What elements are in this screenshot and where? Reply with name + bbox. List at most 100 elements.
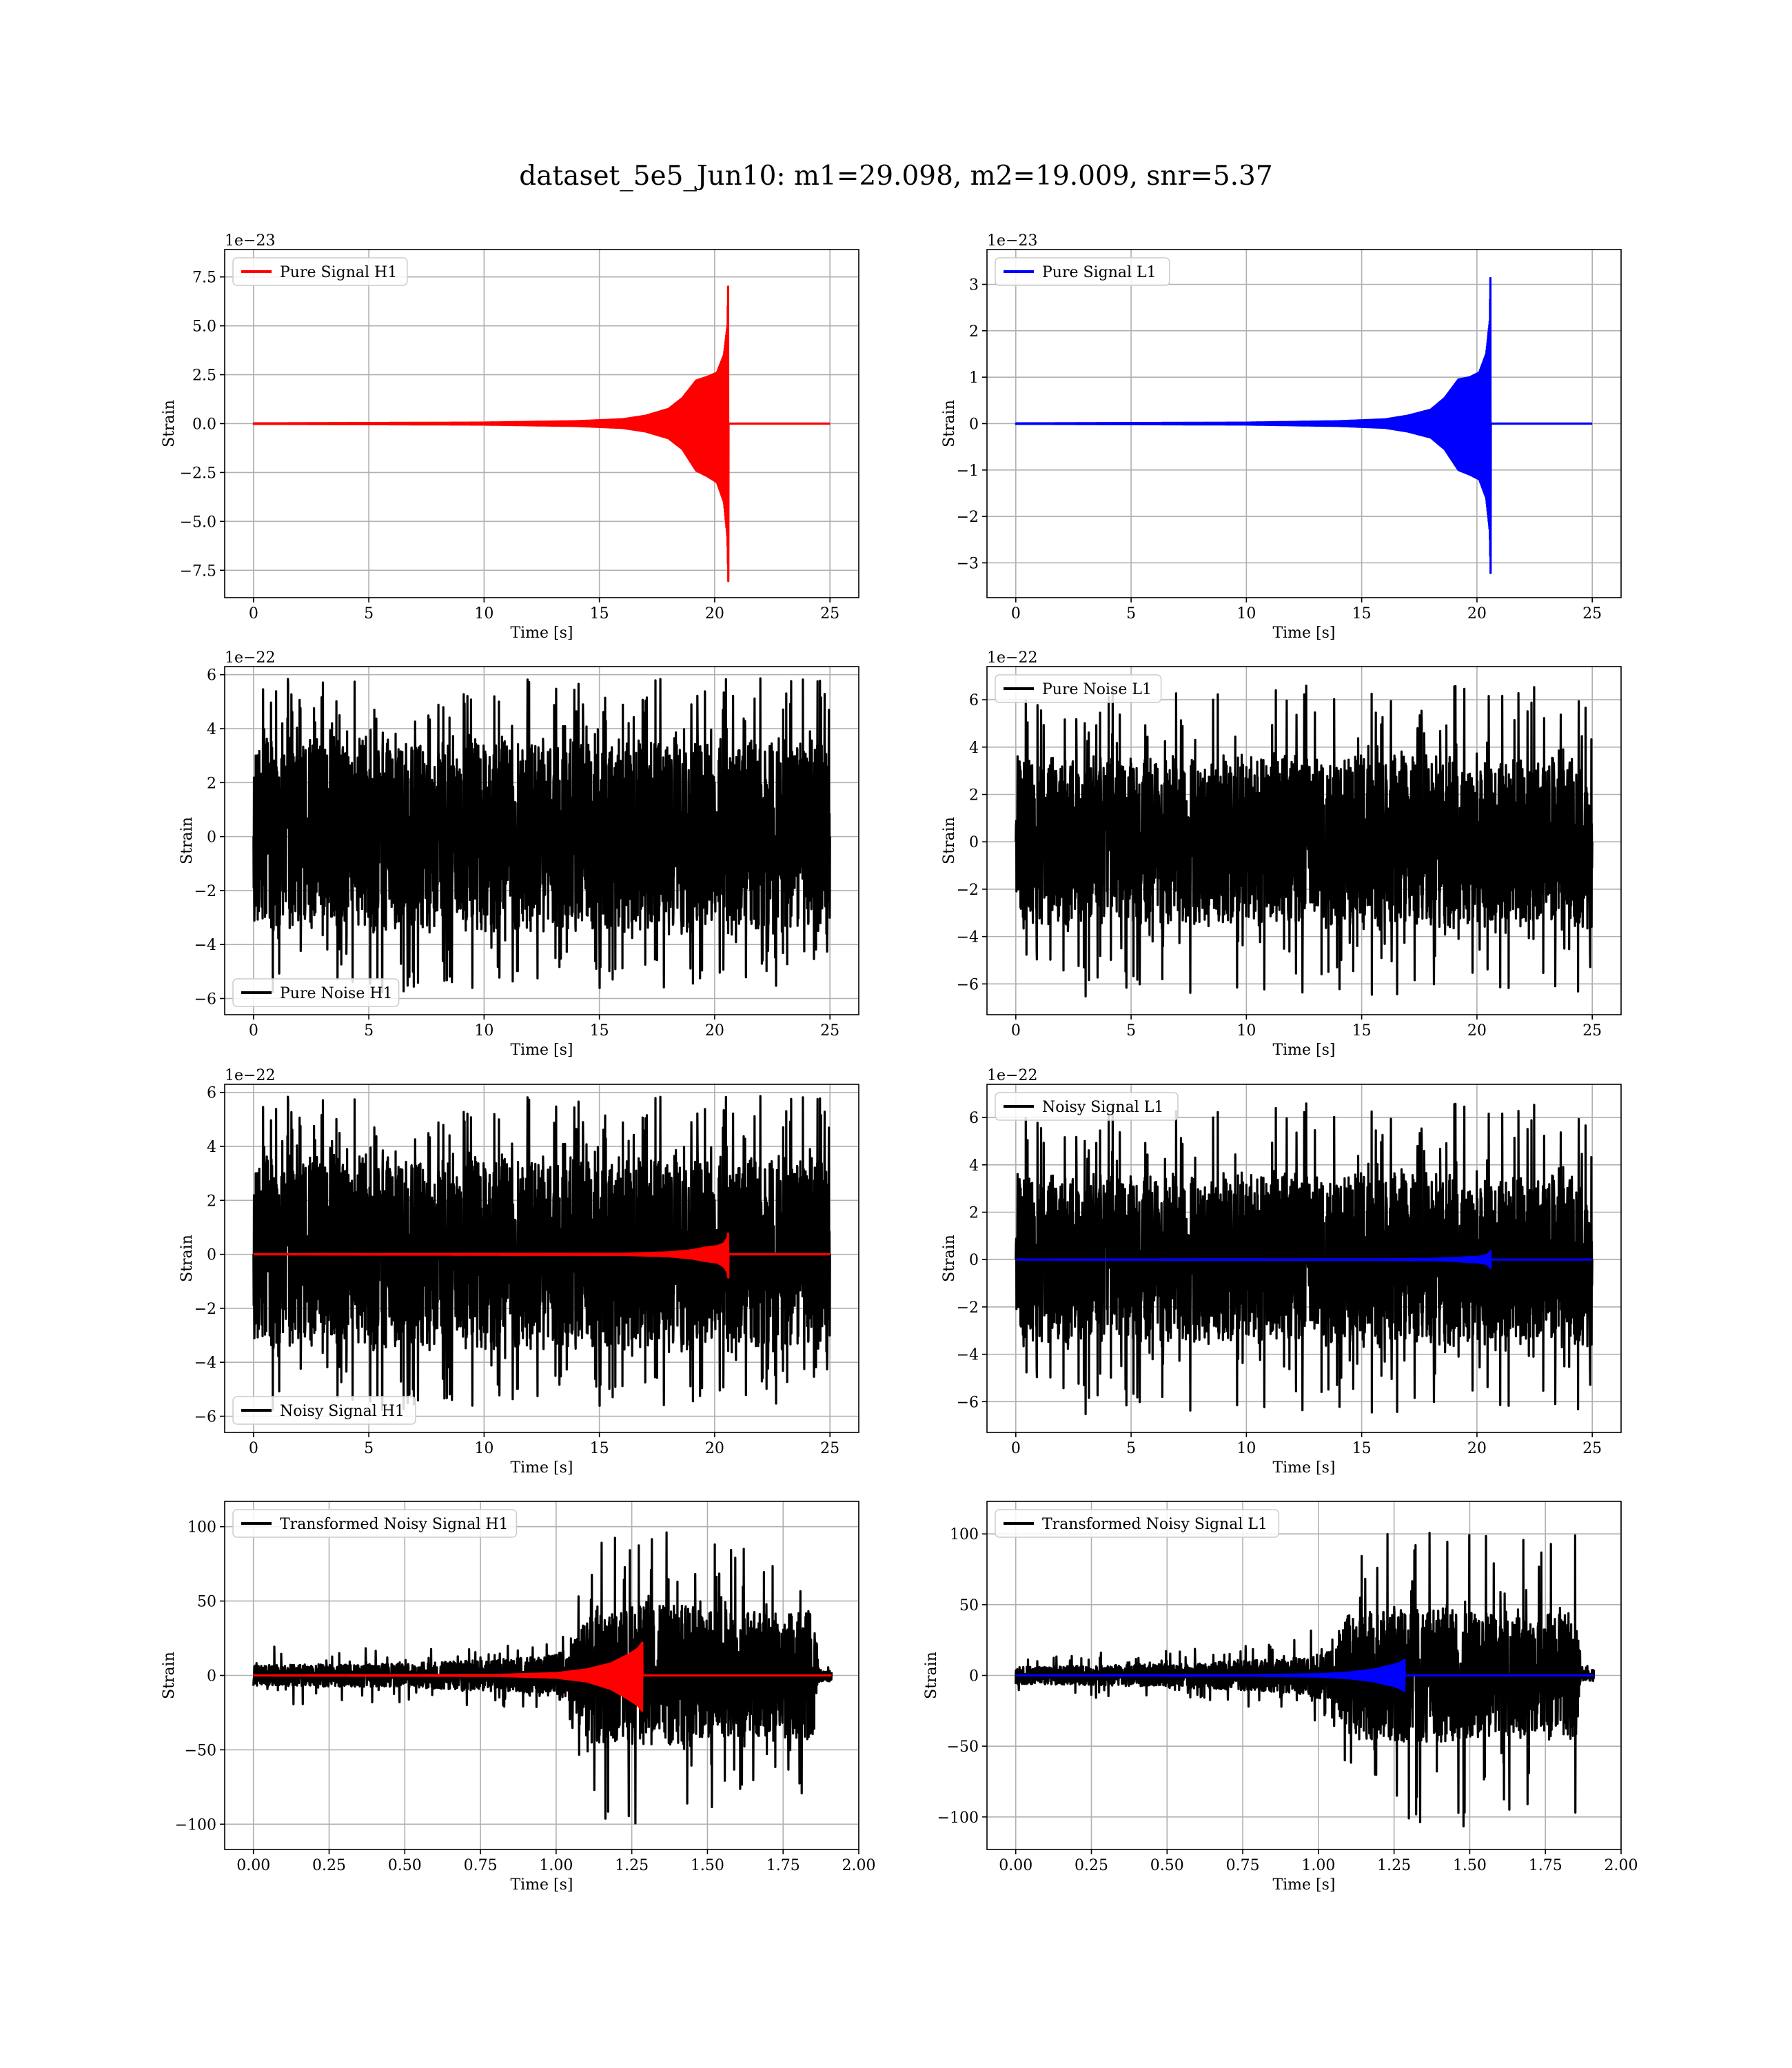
subplot-pure-signal-h1: 0 5 10 15 20 25 −7.5 −5.0 −2.5 0.0 2.5 5.0 7.5 Time […: [161, 232, 859, 642]
y-tick-label: −4: [194, 1355, 216, 1372]
x-tick-label: 5: [1126, 605, 1136, 622]
y-tick-label: 100: [187, 1519, 216, 1537]
x-tick-label: 15: [590, 1440, 609, 1457]
x-tick-label: 10: [1236, 605, 1256, 622]
series-line-transformed-noisy-signal-l1-overlay: [1015, 1659, 1595, 1692]
legend-box: [995, 1092, 1179, 1121]
x-tick-label: 0: [249, 1022, 258, 1040]
axes-frame: [986, 1084, 1622, 1433]
y-tick-label: −7.5: [180, 562, 216, 580]
y-tick-label: −4: [957, 929, 979, 946]
y-tick-label: 4: [207, 721, 216, 738]
x-tick-label: 10: [474, 1022, 493, 1040]
x-tick-label: 0.75: [464, 1857, 498, 1874]
x-tick-label: 15: [1352, 1440, 1372, 1457]
subplot-noisy-signal-h1: 0 5 10 15 20 25 −6 −4 −2 0 2 4 6 Time [s] Strain 1e−22 N…: [179, 1067, 859, 1477]
y-tick-label: −2: [194, 1301, 216, 1318]
subplot-transformed-noisy-signal-l1: 0.00 0.25 0.50 0.75 1.00 1.25 1.50 1.75 2.00 −100…: [923, 1501, 1638, 1894]
x-tick-label: 20: [705, 1022, 724, 1040]
legend-box: [995, 1509, 1280, 1538]
y-tick-label: 0: [969, 1252, 979, 1269]
y-tick-label: 1: [969, 369, 979, 387]
x-tick-label: 5: [1126, 1022, 1136, 1040]
x-tick-label: 0.50: [388, 1857, 422, 1874]
x-tick-label: 1.75: [1529, 1857, 1562, 1874]
y-tick-label: 6: [969, 1110, 979, 1127]
x-tick-label: 25: [1582, 605, 1602, 622]
series-line-pure-signal-h1: [252, 285, 831, 582]
y-tick-label: −6: [957, 976, 979, 993]
series-line-noisy-signal-h1: [252, 1095, 831, 1412]
x-axis-label: Time [s]: [510, 1042, 573, 1059]
subplot-pure-noise-l1: 0 5 10 15 20 25 −6 −4 −2 0 2 4 6 Time [s] Strain 1e−22 P…: [941, 649, 1622, 1059]
y-tick-label: −6: [957, 1394, 979, 1411]
x-tick-label: 25: [820, 1022, 839, 1040]
x-tick-label: 0.00: [999, 1857, 1032, 1874]
y-axis-label: Strain: [179, 817, 196, 864]
figure-title: dataset_5e5_Jun10: m1=29.098, m2=19.009,…: [519, 161, 1272, 192]
y-tick-label: 5.0: [192, 318, 216, 336]
y-offset-label: 1e−22: [987, 1067, 1037, 1084]
x-tick-label: 20: [1467, 1022, 1487, 1040]
y-axis-label: Strain: [941, 1235, 958, 1282]
y-tick-label: −2: [957, 509, 979, 526]
legend-box: [232, 257, 408, 286]
legend: Transformed Noisy Signal L1: [995, 1509, 1280, 1538]
x-axis-label: Time [s]: [510, 1876, 573, 1894]
x-axis-label: Time [s]: [510, 1459, 573, 1477]
series-line-transformed-noisy-signal-l1: [1015, 1532, 1596, 1827]
subplot-transformed-noisy-signal-h1: 0.00 0.25 0.50 0.75 1.00 1.25 1.50 1.75 2.00 −100…: [161, 1501, 875, 1894]
y-tick-label: 7.5: [192, 270, 216, 287]
legend-label: Pure Noise L1: [1042, 681, 1152, 698]
x-tick-label: 15: [590, 605, 609, 622]
y-tick-label: 2: [969, 1205, 979, 1222]
x-tick-label: 1.25: [1377, 1857, 1411, 1874]
y-axis-label: Strain: [179, 1235, 196, 1282]
x-tick-label: 0.00: [236, 1857, 270, 1874]
subplot-pure-signal-l1: 0 5 10 15 20 25 −3 −2 −1 0 1 2 3 Time [s] Strain 1e−23 P…: [941, 232, 1622, 642]
y-axis-label: Strain: [161, 400, 178, 447]
x-tick-label: 2.00: [1605, 1857, 1638, 1874]
x-tick-label: 1.75: [766, 1857, 800, 1874]
x-axis-label: Time [s]: [510, 625, 573, 642]
y-tick-label: −5.0: [180, 514, 216, 531]
legend: Noisy Signal L1: [995, 1092, 1179, 1121]
y-offset-label: 1e−22: [987, 649, 1037, 667]
y-tick-label: 6: [969, 692, 979, 709]
legend-label: Transformed Noisy Signal H1: [280, 1516, 509, 1533]
legend: Pure Signal H1: [232, 257, 408, 286]
legend-label: Pure Signal H1: [280, 264, 397, 281]
x-tick-label: 1.25: [615, 1857, 649, 1874]
y-axis-label: Strain: [941, 400, 958, 447]
legend: Noisy Signal H1: [232, 1396, 416, 1425]
x-tick-label: 25: [820, 605, 839, 622]
legend-label: Pure Signal L1: [1042, 264, 1157, 281]
x-tick-label: 0: [1011, 605, 1021, 622]
y-tick-label: 2: [207, 775, 216, 792]
y-tick-label: −6: [194, 1409, 216, 1426]
y-tick-label: −50: [947, 1738, 979, 1756]
x-tick-label: 25: [820, 1440, 839, 1457]
y-tick-label: 0: [969, 416, 979, 434]
y-tick-label: 100: [950, 1526, 979, 1543]
y-tick-label: 4: [207, 1139, 216, 1156]
x-tick-label: 5: [364, 1022, 374, 1040]
x-tick-label: 0.25: [1075, 1857, 1108, 1874]
legend: Pure Signal L1: [995, 257, 1170, 286]
x-tick-label: 10: [474, 605, 493, 622]
axes-frame: [224, 1084, 859, 1433]
y-offset-label: 1e−22: [225, 1067, 275, 1084]
x-tick-label: 1.00: [539, 1857, 573, 1874]
legend-box: [232, 978, 400, 1007]
series-line-transformed-noisy-signal-h1: [252, 1531, 833, 1825]
y-offset-label: 1e−22: [225, 649, 275, 667]
legend-box: [232, 1396, 416, 1425]
x-tick-label: 20: [705, 605, 724, 622]
legend-label: Noisy Signal H1: [280, 1403, 405, 1420]
y-tick-label: 0.0: [192, 416, 216, 434]
y-axis-label: Strain: [923, 1652, 940, 1699]
y-tick-label: −2.5: [180, 465, 216, 482]
series-line-transformed-noisy-signal-h1-overlay: [252, 1641, 833, 1712]
axes-frame: [986, 666, 1622, 1015]
y-tick-label: −100: [937, 1810, 979, 1827]
